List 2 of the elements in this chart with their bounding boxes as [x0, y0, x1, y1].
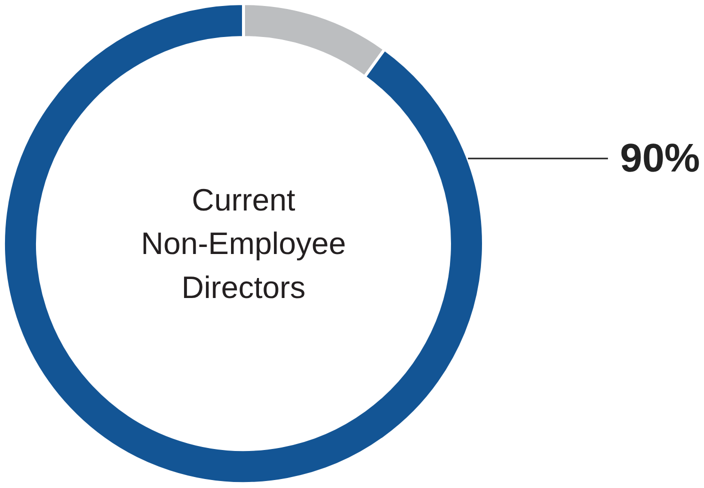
text: Current Non-Employee Directors: [140, 182, 346, 305]
data-label: 90%: [620, 136, 700, 180]
